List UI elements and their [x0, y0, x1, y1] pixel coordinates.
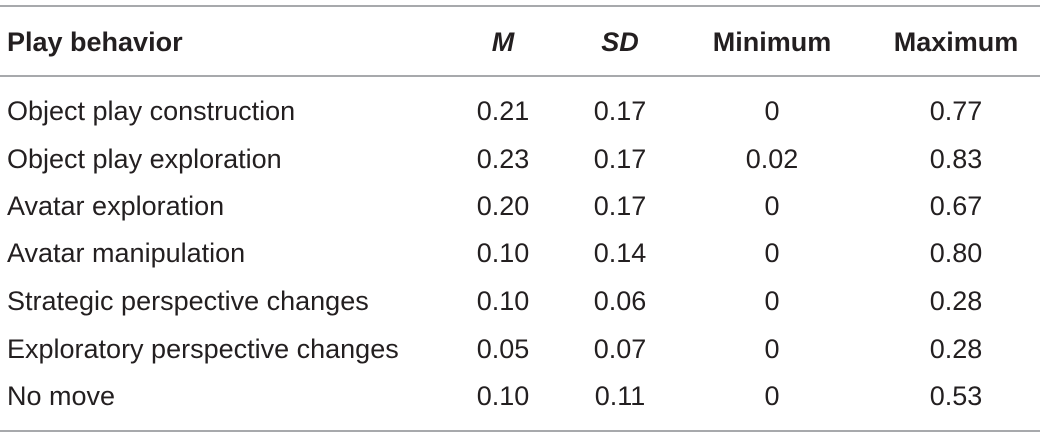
row-sd: 0.14 — [593, 238, 647, 268]
row-maximum: 0.67 — [929, 191, 983, 221]
row-sd: 0.06 — [593, 286, 647, 316]
row-label: Strategic perspective changes — [7, 286, 369, 316]
row-mean: 0.10 — [476, 286, 530, 316]
row-label: Object play construction — [7, 96, 296, 126]
header-maximum: Maximum — [893, 27, 1019, 57]
row-label: Object play exploration — [7, 144, 282, 174]
row-label: Avatar exploration — [7, 191, 225, 221]
row-label: Avatar manipulation — [7, 238, 246, 268]
row-mean: 0.10 — [476, 238, 530, 268]
table-top-rule — [0, 5, 1040, 7]
table-row: Object play exploration 0.23 0.17 0.02 0… — [0, 136, 1040, 183]
row-mean: 0.20 — [476, 191, 530, 221]
table-row: Strategic perspective changes 0.10 0.06 … — [0, 278, 1040, 325]
row-minimum: 0 — [764, 286, 780, 316]
table-header-rule — [0, 75, 1040, 77]
row-minimum: 0 — [764, 381, 780, 411]
header-play-behavior: Play behavior — [7, 27, 183, 57]
table-header-row: Play behavior M SD Minimum Maximum — [0, 18, 1040, 66]
row-sd: 0.11 — [594, 381, 646, 411]
row-mean: 0.21 — [476, 96, 530, 126]
row-label: No move — [7, 381, 116, 411]
row-mean: 0.23 — [476, 144, 530, 174]
row-maximum: 0.53 — [929, 381, 983, 411]
table-row: Avatar exploration 0.20 0.17 0 0.67 — [0, 183, 1040, 230]
table-row: Exploratory perspective changes 0.05 0.0… — [0, 326, 1040, 373]
table-bottom-rule — [0, 430, 1040, 432]
row-sd: 0.17 — [593, 96, 647, 126]
row-mean: 0.10 — [476, 381, 530, 411]
row-minimum: 0 — [764, 334, 780, 364]
header-mean: M — [491, 27, 515, 57]
row-sd: 0.17 — [593, 144, 647, 174]
row-maximum: 0.83 — [929, 144, 983, 174]
row-maximum: 0.28 — [929, 286, 983, 316]
row-label: Exploratory perspective changes — [7, 334, 399, 364]
table-row: No move 0.10 0.11 0 0.53 — [0, 373, 1040, 420]
header-minimum: Minimum — [712, 27, 832, 57]
table-row: Object play construction 0.21 0.17 0 0.7… — [0, 88, 1040, 135]
row-maximum: 0.28 — [929, 334, 983, 364]
row-minimum: 0.02 — [745, 144, 799, 174]
row-maximum: 0.80 — [929, 238, 983, 268]
header-sd: SD — [601, 27, 639, 57]
row-minimum: 0 — [764, 96, 780, 126]
table-row: Avatar manipulation 0.10 0.14 0 0.80 — [0, 230, 1040, 277]
row-sd: 0.07 — [593, 334, 647, 364]
row-minimum: 0 — [764, 238, 780, 268]
row-sd: 0.17 — [593, 191, 647, 221]
row-minimum: 0 — [764, 191, 780, 221]
row-maximum: 0.77 — [929, 96, 983, 126]
row-mean: 0.05 — [476, 334, 530, 364]
